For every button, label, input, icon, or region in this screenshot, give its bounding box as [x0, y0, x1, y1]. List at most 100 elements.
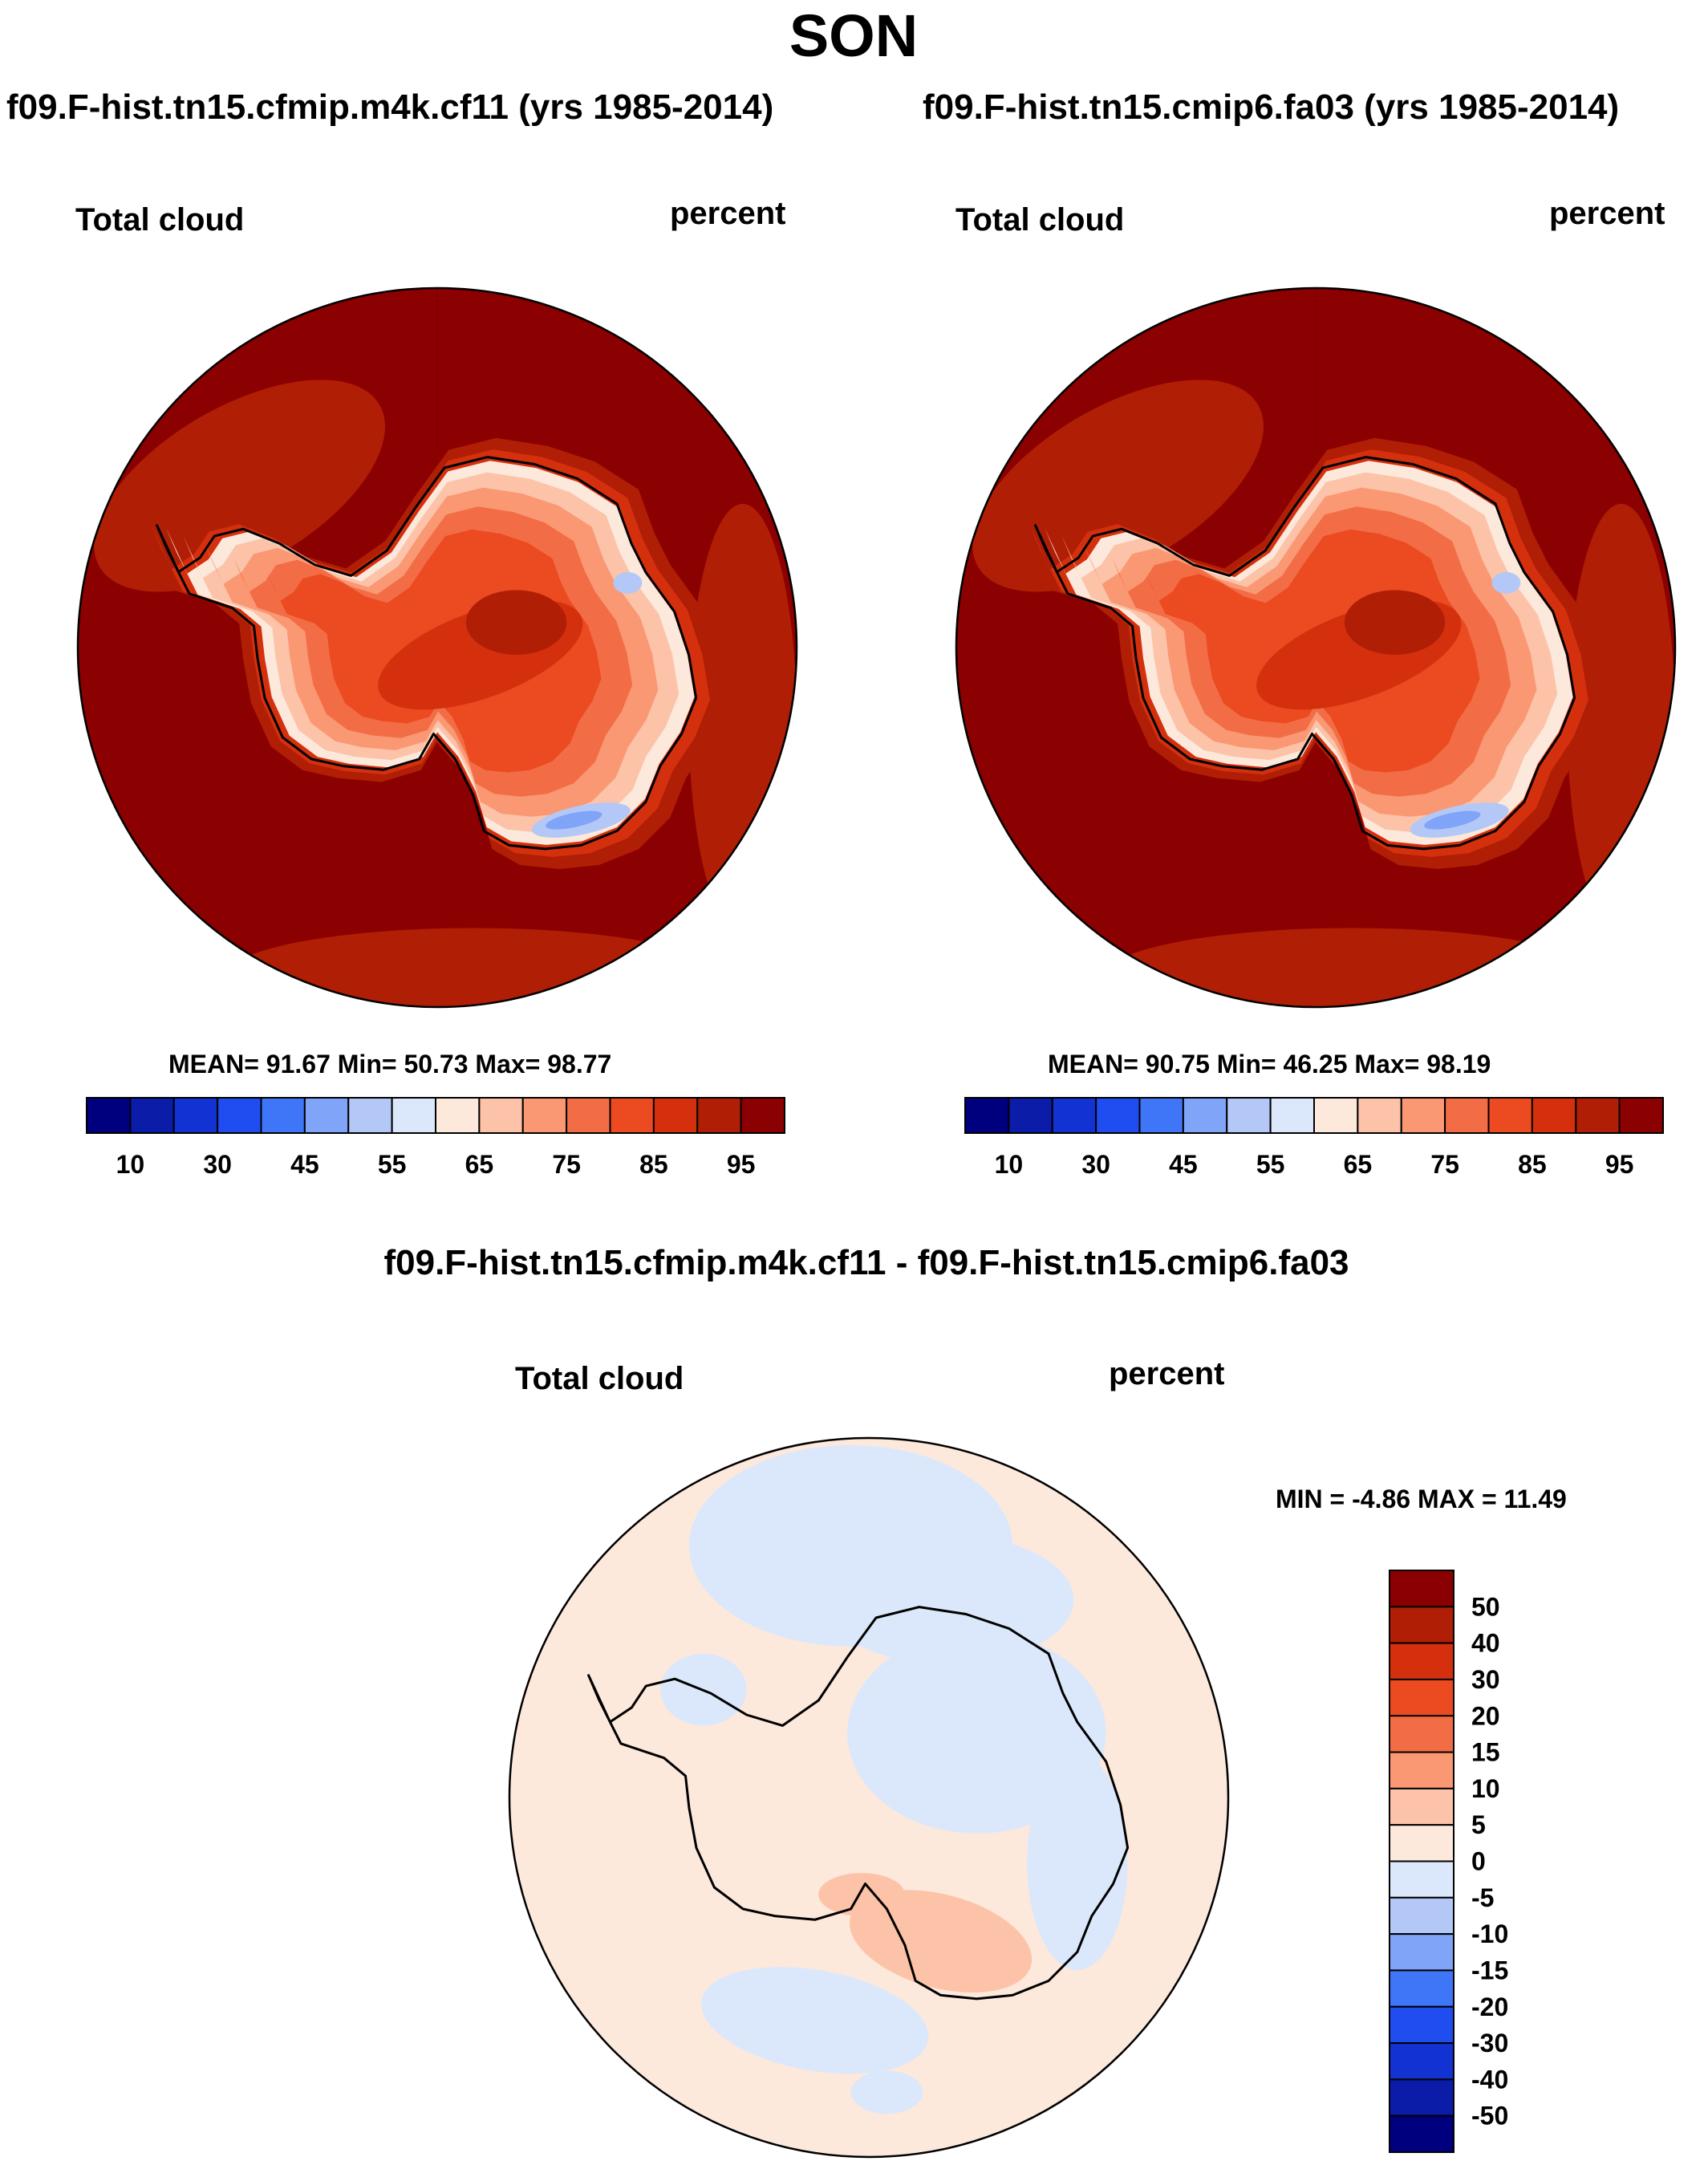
positive-contour: [818, 1873, 905, 1916]
difference-stats: MIN = -4.86 MAX = 11.49: [1276, 1485, 1567, 1513]
colorbar-swatch: [1389, 1824, 1454, 1862]
colorbar-swatch: [435, 1097, 481, 1134]
colorbar-swatch: [1389, 2005, 1454, 2045]
colorbar-tick-label: 85: [1518, 1150, 1547, 1179]
colorbar-swatch: [1389, 1896, 1454, 1936]
colorbar-1: 10 30 45 55 65 75 85 95: [86, 1097, 785, 1179]
colorbar-tick-label: 95: [727, 1150, 756, 1179]
coastal-low-contour: [1491, 571, 1521, 594]
colorbar-swatch: [1618, 1097, 1664, 1134]
negative-contour: [1027, 1754, 1128, 1971]
difference-variable: Total cloud: [515, 1361, 684, 1396]
colorbar-swatch: [1095, 1097, 1141, 1134]
negative-contour: [850, 2070, 923, 2114]
colorbar-tick-label: 5: [1471, 1810, 1486, 1839]
colorbar-tick-label: 65: [465, 1150, 494, 1179]
negative-contour: [822, 1534, 1074, 1665]
colorbar-swatch: [1138, 1097, 1184, 1134]
colorbar-swatch: [609, 1097, 655, 1134]
map-panel-difference: [508, 1436, 1230, 2159]
main-title: SON: [789, 2, 919, 69]
colorbar-tick-label: 15: [1471, 1738, 1500, 1767]
colorbar-tick-label: 50: [1471, 1592, 1500, 1621]
colorbar-swatch: [1269, 1097, 1315, 1134]
colorbar-swatch: [172, 1097, 219, 1134]
colorbar-tick-label: 30: [203, 1150, 232, 1179]
colorbar-swatch: [566, 1097, 611, 1134]
colorbar-swatch: [696, 1097, 742, 1134]
panel-2-title: f09.F-hist.tn15.cmip6.fa03 (yrs 1985-201…: [923, 87, 1620, 127]
colorbar-tick-label: -30: [1471, 2029, 1508, 2057]
colorbar-swatch: [260, 1097, 306, 1134]
panel-1-stats: MEAN= 91.67 Min= 50.73 Max= 98.77: [168, 1050, 612, 1078]
coastal-min-contour: [1424, 810, 1481, 830]
colorbar-swatch: [652, 1097, 699, 1134]
colorbar-swatch: [1008, 1097, 1053, 1134]
colorbar-2: 10 30 45 55 65 75 85 95: [964, 1097, 1664, 1179]
colorbar-tick-label: 55: [378, 1150, 407, 1179]
colorbar-tick-label: 75: [552, 1150, 581, 1179]
colorbar-swatch: [1313, 1097, 1359, 1134]
positive-contour: [850, 1890, 1033, 1993]
colorbar-swatch: [391, 1097, 436, 1134]
coastal-low-contour: [613, 571, 643, 594]
antarctica-coastline: [156, 456, 698, 851]
panel-2-variable: Total cloud: [955, 202, 1125, 238]
colorbar-tick-label: 10: [995, 1150, 1024, 1179]
negative-contour: [847, 1631, 1106, 1834]
panel-2-units: percent: [1549, 196, 1665, 231]
colorbar-tick-label: 30: [1471, 1665, 1500, 1694]
negative-contour: [701, 1967, 929, 2074]
colorbar-tick-label: 20: [1471, 1701, 1500, 1730]
map-panel-1: [76, 286, 798, 1009]
colorbar-swatch: [1182, 1097, 1228, 1134]
map-panel-2: [955, 286, 1677, 1009]
map-border: [76, 286, 798, 1009]
panel-1-title: f09.F-hist.tn15.cfmip.m4k.cf11 (yrs 1985…: [6, 87, 774, 127]
colorbar-swatch: [1389, 2042, 1454, 2081]
colorbar-swatch: [129, 1097, 175, 1134]
colorbar-swatch: [478, 1097, 524, 1134]
panel-1-variable: Total cloud: [75, 202, 245, 238]
colorbar-swatch: [347, 1097, 393, 1134]
colorbar-tick-label: 10: [116, 1150, 145, 1179]
colorbar-tick-label: 75: [1430, 1150, 1459, 1179]
colorbar-tick-label: -50: [1471, 2102, 1508, 2131]
colorbar-tick-label: 40: [1471, 1629, 1500, 1658]
colorbar-swatch: [1389, 1570, 1454, 1608]
colorbar-swatch: [1531, 1097, 1577, 1134]
interior-max-contour: [465, 590, 567, 655]
map-border: [955, 286, 1677, 1009]
field-contour: [94, 380, 386, 592]
colorbar-swatch: [1389, 2078, 1454, 2117]
antarctica-coastline: [587, 1606, 1130, 2001]
interior-max-contour: [1344, 590, 1446, 655]
field-contour: [972, 380, 1264, 592]
colorbar-tick-label: 45: [1169, 1150, 1198, 1179]
colorbar-swatch: [1400, 1097, 1446, 1134]
panel-2-stats: MEAN= 90.75 Min= 46.25 Max= 98.19: [1048, 1050, 1491, 1078]
colorbar-swatch: [217, 1097, 262, 1134]
colorbar-swatch: [86, 1097, 132, 1134]
colorbar-tick-label: -15: [1471, 1956, 1508, 1984]
colorbar-tick-label: 55: [1256, 1150, 1285, 1179]
colorbar-tick-label: -10: [1471, 1919, 1508, 1948]
colorbar-swatch: [740, 1097, 785, 1134]
colorbar-swatch: [964, 1097, 1010, 1134]
colorbar-tick-label: 0: [1471, 1847, 1486, 1876]
colorbar-swatch: [1389, 1969, 1454, 2008]
colorbar-tick-label: -5: [1471, 1883, 1494, 1912]
colorbar-swatch: [1487, 1097, 1533, 1134]
colorbar-swatch: [1389, 1606, 1454, 1644]
antarctica-coastline: [1034, 456, 1576, 851]
colorbar-swatch: [1357, 1097, 1402, 1134]
colorbar-swatch: [303, 1097, 350, 1134]
coastal-min-contour: [546, 810, 602, 830]
colorbar-swatch: [1389, 2114, 1454, 2153]
colorbar-tick-label: 30: [1081, 1150, 1110, 1179]
panel-1-units: percent: [670, 196, 786, 231]
difference-units: percent: [1109, 1356, 1225, 1391]
map-border: [508, 1436, 1230, 2159]
